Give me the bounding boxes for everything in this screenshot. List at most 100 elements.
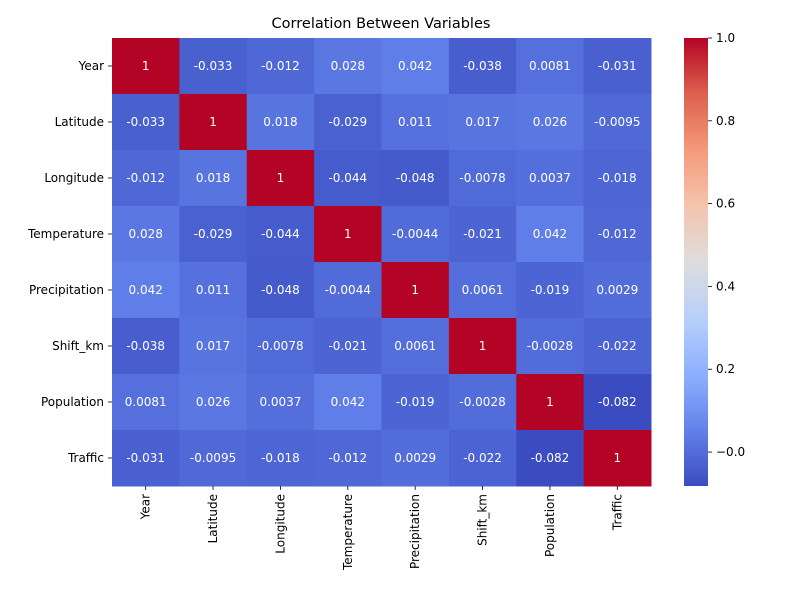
- cell-value-label: 0.042: [533, 227, 567, 241]
- row-tick-label: Traffic: [67, 451, 104, 465]
- heatmap-cell: [583, 38, 652, 95]
- cell-value-label: 0.0037: [259, 395, 301, 409]
- cell-value-label: -0.0095: [594, 115, 640, 129]
- heatmap-cell: [516, 94, 585, 151]
- heatmap-cell: [448, 150, 517, 207]
- cell-value-label: 0.0061: [462, 283, 504, 297]
- cell-value-label: 1: [613, 451, 621, 465]
- cell-value-label: -0.018: [261, 451, 300, 465]
- cell-value-label: -0.044: [261, 227, 300, 241]
- heatmap-cell: [246, 94, 315, 151]
- heatmap-cell: [516, 318, 585, 375]
- cell-value-label: -0.0044: [392, 227, 438, 241]
- heatmap-cell: [246, 206, 315, 263]
- cell-value-label: 0.0029: [394, 451, 436, 465]
- cell-value-label: -0.0078: [459, 171, 505, 185]
- cell-value-label: -0.038: [463, 59, 502, 73]
- cell-value-label: -0.012: [328, 451, 367, 465]
- heatmap-cell: [112, 430, 180, 487]
- heatmap-cell: [314, 262, 382, 319]
- cell-value-label: 0.042: [331, 395, 365, 409]
- cell-value-label: 1: [479, 339, 487, 353]
- cell-value-label: -0.031: [598, 59, 637, 73]
- cell-value-label: -0.033: [126, 115, 165, 129]
- column-tick-label: Population: [543, 494, 557, 557]
- heatmap-cell: [179, 206, 248, 263]
- cell-value-label: 0.018: [263, 115, 297, 129]
- heatmap-cells: 1 -0.033 -0.012 0.028 0.042 -0.038 0.0081 -0.03…: [112, 38, 652, 487]
- cell-value-label: -0.019: [396, 395, 435, 409]
- chart-title: Correlation Between Variables: [272, 16, 491, 32]
- colorbar-tick-label: 0.8: [716, 114, 735, 128]
- column-tick-label: Precipitation: [408, 494, 422, 569]
- heatmap-cell: [381, 150, 450, 207]
- cell-value-label: -0.012: [261, 59, 300, 73]
- colorbar: −0.0 0.2 0.4 0.6 0.8 1.0: [684, 31, 745, 486]
- row-tick-label: Year: [78, 59, 104, 73]
- cell-value-label: -0.021: [463, 227, 502, 241]
- cell-value-label: 1: [344, 227, 352, 241]
- column-tick-label: Longitude: [273, 494, 287, 554]
- row-tick-label: Population: [41, 395, 104, 409]
- cell-value-label: -0.0044: [325, 283, 371, 297]
- heatmap-cell: [381, 430, 450, 487]
- cell-value-label: -0.0028: [527, 339, 573, 353]
- row-tick-label: Precipitation: [29, 283, 104, 297]
- heatmap-cell: [583, 206, 652, 263]
- cell-value-label: 1: [277, 171, 285, 185]
- cell-value-label: 0.042: [129, 283, 163, 297]
- heatmap-cell: [583, 262, 652, 319]
- heatmap-cell: [179, 374, 248, 431]
- cell-value-label: -0.012: [126, 171, 165, 185]
- cell-value-label: 1: [411, 283, 419, 297]
- heatmap-cell: [112, 150, 180, 207]
- cell-value-label: 0.017: [196, 339, 230, 353]
- cell-value-label: -0.033: [194, 59, 233, 73]
- colorbar-gradient: [684, 38, 708, 486]
- heatmap-cell: [448, 318, 517, 375]
- cell-value-label: 0.018: [196, 171, 230, 185]
- heatmap-cell: [448, 430, 517, 487]
- heatmap-cell: [381, 38, 450, 95]
- column-tick-label: Latitude: [206, 494, 220, 543]
- heatmap-cell: [516, 374, 585, 431]
- column-tick-label: Temperature: [341, 494, 355, 571]
- heatmap-cell: [516, 262, 585, 319]
- heatmap-cell: [314, 38, 382, 95]
- cell-value-label: -0.022: [598, 339, 637, 353]
- cell-value-label: 1: [209, 115, 217, 129]
- row-tick-labels: Year Latitude Longitude Temperature Precipit…: [27, 59, 112, 465]
- cell-value-label: -0.012: [598, 227, 637, 241]
- cell-value-label: 0.011: [196, 283, 230, 297]
- cell-value-label: 0.026: [196, 395, 230, 409]
- heatmap-cell: [179, 262, 248, 319]
- cell-value-label: -0.038: [126, 339, 165, 353]
- cell-value-label: -0.082: [598, 395, 637, 409]
- heatmap-cell: [583, 318, 652, 375]
- heatmap-cell: [246, 430, 315, 487]
- heatmap-cell: [246, 262, 315, 319]
- cell-value-label: -0.0095: [190, 451, 236, 465]
- cell-value-label: -0.0078: [257, 339, 303, 353]
- cell-value-label: 0.026: [533, 115, 567, 129]
- cell-value-label: 0.0029: [596, 283, 638, 297]
- heatmap-cell: [246, 374, 315, 431]
- row-tick-label: Shift_km: [52, 339, 104, 353]
- row-tick-label: Temperature: [27, 227, 104, 241]
- heatmap-cell: [112, 318, 180, 375]
- colorbar-tick-label: 1.0: [716, 31, 735, 45]
- heatmap-cell: [381, 374, 450, 431]
- heatmap-cell: [583, 94, 652, 151]
- cell-value-label: -0.0028: [459, 395, 505, 409]
- cell-value-label: 0.028: [129, 227, 163, 241]
- heatmap-cell: [381, 206, 450, 263]
- cell-value-label: -0.021: [328, 339, 367, 353]
- colorbar-tick-label: 0.4: [716, 279, 735, 293]
- heatmap-cell: [112, 94, 180, 151]
- heatmap-cell: [583, 430, 652, 487]
- column-tick-label: Traffic: [610, 494, 624, 531]
- heatmap-cell: [179, 150, 248, 207]
- cell-value-label: 0.0037: [529, 171, 571, 185]
- cell-value-label: -0.019: [531, 283, 570, 297]
- cell-value-label: 1: [142, 59, 150, 73]
